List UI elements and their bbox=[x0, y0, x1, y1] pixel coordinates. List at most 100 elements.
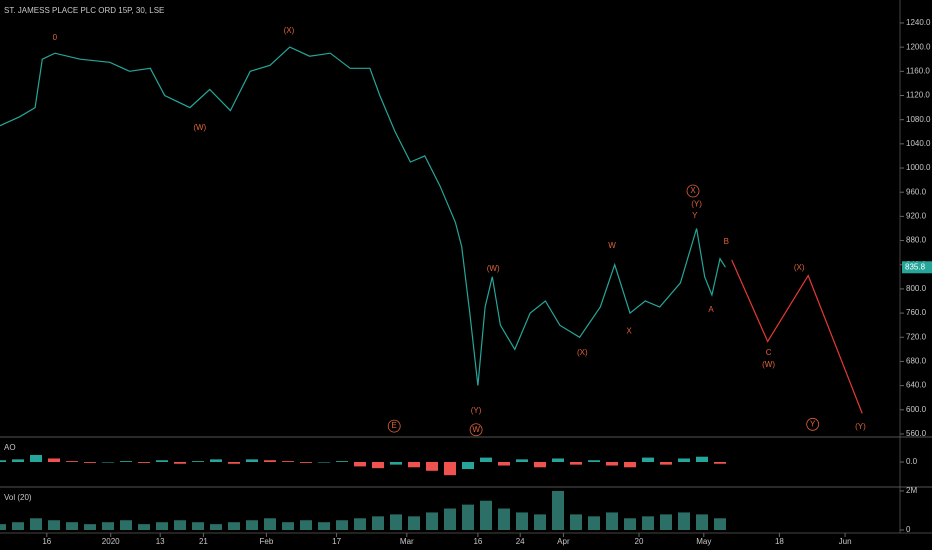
x-tick-label: 24 bbox=[516, 537, 525, 546]
bar bbox=[714, 462, 726, 464]
annotation: (Y) bbox=[471, 406, 482, 415]
bar bbox=[588, 516, 600, 530]
bar bbox=[606, 512, 618, 530]
price-line bbox=[0, 46, 726, 386]
y-tick-label: 920.0 bbox=[906, 211, 927, 220]
bar bbox=[678, 512, 690, 530]
x-tick-label: May bbox=[696, 537, 711, 546]
bar bbox=[30, 454, 42, 462]
x-tick-label: Jun bbox=[839, 537, 852, 546]
annotation: Y bbox=[810, 419, 816, 428]
chart-title: ST. JAMESS PLACE PLC ORD 15P, 30, LSE bbox=[4, 6, 164, 15]
bar bbox=[228, 462, 240, 464]
ao-title: AO bbox=[4, 443, 16, 452]
bar bbox=[390, 462, 402, 465]
y-tick-label: 1000.0 bbox=[906, 163, 931, 172]
bar bbox=[354, 462, 366, 467]
bar bbox=[12, 459, 24, 462]
annotation: W bbox=[608, 241, 616, 250]
bar bbox=[300, 462, 312, 463]
bar bbox=[264, 518, 276, 530]
bar bbox=[102, 522, 114, 530]
annotation: (Y) bbox=[855, 422, 866, 431]
bar bbox=[408, 516, 420, 530]
bar bbox=[318, 522, 330, 530]
bar bbox=[336, 461, 348, 462]
bar bbox=[174, 462, 186, 464]
bar bbox=[210, 459, 222, 462]
bar bbox=[246, 520, 258, 530]
bar bbox=[552, 490, 564, 530]
bar bbox=[444, 462, 456, 476]
x-tick-label: 13 bbox=[156, 537, 165, 546]
bar bbox=[120, 520, 132, 530]
bar bbox=[534, 514, 546, 530]
bar bbox=[624, 518, 636, 530]
bar bbox=[570, 514, 582, 530]
y-tick-label: 0.0 bbox=[906, 457, 918, 466]
bar bbox=[66, 461, 78, 462]
bar bbox=[246, 459, 258, 462]
annotation: (X) bbox=[794, 263, 805, 272]
y-tick-label: 880.0 bbox=[906, 236, 927, 245]
x-tick-label: Apr bbox=[557, 537, 570, 546]
bar bbox=[642, 516, 654, 530]
bar bbox=[66, 522, 78, 530]
y-tick-label: 1160.0 bbox=[906, 66, 930, 75]
bar bbox=[138, 524, 150, 530]
bar bbox=[192, 522, 204, 530]
x-tick-label: 17 bbox=[332, 537, 341, 546]
bar bbox=[192, 461, 204, 462]
bar bbox=[498, 462, 510, 466]
bar bbox=[318, 462, 330, 463]
bar bbox=[102, 462, 114, 463]
bar bbox=[228, 522, 240, 530]
y-tick-label: 600.0 bbox=[906, 405, 927, 414]
annotation: W bbox=[472, 425, 480, 434]
y-tick-label: 560.0 bbox=[906, 429, 927, 438]
bar bbox=[426, 512, 438, 530]
x-tick-label: 16 bbox=[473, 537, 482, 546]
annotation: X bbox=[690, 186, 696, 195]
bar bbox=[282, 461, 294, 462]
bar bbox=[552, 458, 564, 462]
bar bbox=[498, 508, 510, 530]
y-tick-label: 1200.0 bbox=[906, 42, 931, 51]
x-tick-label: 20 bbox=[635, 537, 644, 546]
bar bbox=[534, 462, 546, 468]
bar bbox=[300, 520, 312, 530]
bar bbox=[0, 524, 6, 530]
y-tick-label: 2M bbox=[906, 486, 917, 495]
bar bbox=[174, 520, 186, 530]
bar bbox=[12, 522, 24, 530]
bar bbox=[264, 460, 276, 462]
y-tick-label: 760.0 bbox=[906, 308, 927, 317]
annotation: E bbox=[392, 421, 397, 430]
y-tick-label: 0 bbox=[906, 525, 911, 534]
bar bbox=[462, 504, 474, 530]
y-tick-label: 1240.0 bbox=[906, 18, 931, 27]
bar bbox=[660, 462, 672, 465]
bar bbox=[372, 516, 384, 530]
projection-line bbox=[731, 259, 863, 414]
bar bbox=[390, 514, 402, 530]
bar bbox=[156, 460, 168, 462]
bar bbox=[120, 461, 132, 462]
bar bbox=[678, 458, 690, 462]
annotation: X bbox=[626, 326, 632, 335]
bar bbox=[480, 500, 492, 530]
bar bbox=[48, 520, 60, 530]
annotation: (W) bbox=[193, 123, 206, 132]
volume-title: Vol (20) bbox=[4, 493, 32, 502]
annotation: A bbox=[708, 305, 714, 314]
last-price-tag bbox=[902, 261, 932, 274]
x-tick-label: Feb bbox=[260, 537, 274, 546]
bar bbox=[642, 457, 654, 462]
y-tick-label: 1040.0 bbox=[906, 139, 931, 148]
annotation: 0 bbox=[53, 33, 58, 42]
annotation-circle bbox=[686, 184, 700, 198]
annotation: (Y) bbox=[691, 199, 702, 208]
bar bbox=[588, 460, 600, 462]
